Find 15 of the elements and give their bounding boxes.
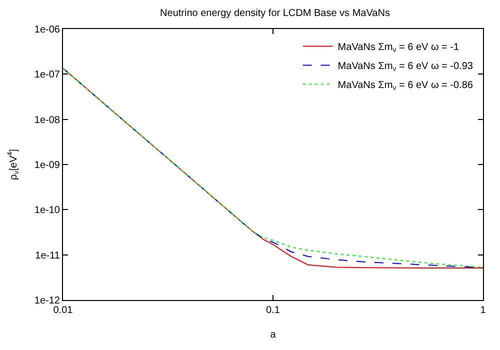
y-tick-label: 1e-11 bbox=[35, 250, 60, 262]
y-tick-label: 1e-07 bbox=[34, 70, 60, 81]
x-tick-label: 0.1 bbox=[266, 305, 280, 316]
chart-title: Neutrino energy density for LCDM Base vs MaVaNs bbox=[160, 8, 390, 19]
x-tick-label: 0.01 bbox=[53, 305, 74, 316]
legend-label: MaVaNs Σm$_{ν}$ = 6 eV ω = -1 bbox=[338, 42, 460, 54]
legend-label: MaVaNs Σm$_{ν}$ = 6 eV ω = -0.93 bbox=[338, 61, 474, 74]
y-tick-label: 1e-09 bbox=[34, 160, 60, 171]
y-tick-label: 1e-08 bbox=[34, 114, 60, 126]
y-tick-label: 1e-06 bbox=[34, 24, 60, 36]
y-tick-label: 1e-12 bbox=[34, 296, 60, 306]
y-tick-label: 1e-10 bbox=[34, 205, 60, 216]
x-axis-title: a bbox=[270, 330, 276, 340]
x-tick-label: 1 bbox=[480, 305, 486, 316]
legend-label: MaVaNs Σm$_{ν}$ = 6 eV ω = -0.86 bbox=[338, 80, 474, 92]
